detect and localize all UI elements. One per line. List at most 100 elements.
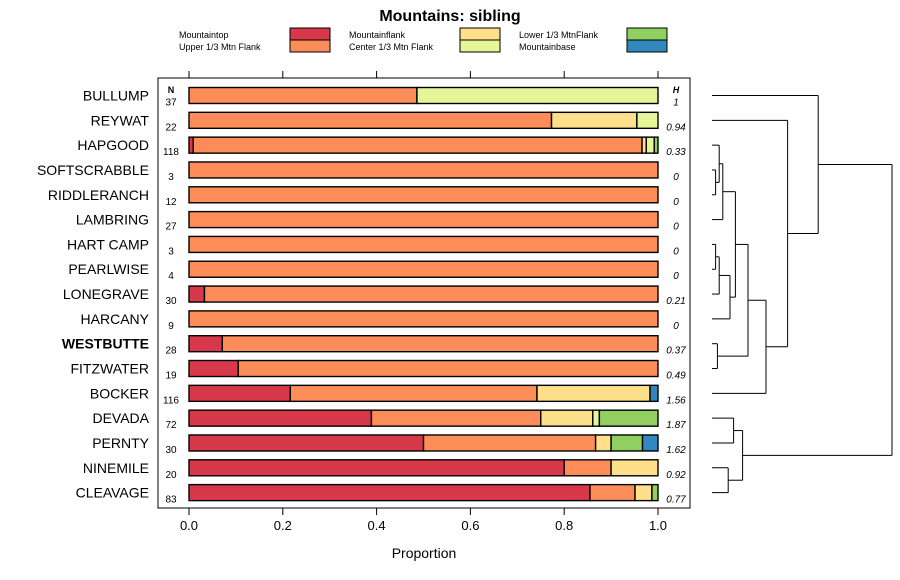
bar-segment: [221, 335, 659, 353]
n-value: 22: [165, 122, 177, 133]
x-tick-label: 0.4: [368, 518, 386, 533]
row-label: LAMBRING: [76, 212, 149, 228]
legend-label: Mountainflank: [349, 30, 406, 40]
dendrogram: [712, 95, 893, 494]
h-value: 1.62: [666, 445, 686, 456]
bar-segment: [188, 111, 553, 130]
row-labels: BULLUMP REYWAT HAPGOOD SOFTSCRABBLE RIDDLERA…: [37, 88, 150, 501]
n-value: 27: [165, 222, 177, 233]
x-tick-label: 0.6: [461, 518, 479, 533]
bars-group: [188, 86, 659, 502]
bar-segment: [188, 310, 659, 328]
h-value: 0.37: [666, 346, 686, 357]
bar-row: [188, 235, 659, 254]
n-value: 9: [168, 321, 174, 332]
legend-swatch: [459, 39, 501, 53]
bar-segment: [536, 384, 651, 403]
row-label: PERNTY: [92, 435, 149, 451]
bar-row: [188, 434, 659, 452]
row-label: BULLUMP: [83, 88, 149, 104]
n-value: 83: [165, 495, 177, 506]
legend-swatch: [626, 39, 668, 53]
bar-segment: [563, 459, 612, 477]
x-axis: 0.0 0.2 0.4 0.6 0.8 1.0: [180, 71, 667, 533]
bar-segment: [188, 483, 591, 502]
bar-segment: [550, 111, 638, 130]
row-label: LONEGRAVE: [63, 286, 149, 302]
legend: Mountaintop Upper 1/3 Mtn Flank Mountainfl…: [179, 27, 668, 53]
h-column-header: H: [673, 85, 680, 95]
n-value: 37: [165, 98, 177, 109]
h-value: 0.33: [666, 147, 686, 158]
h-value: 1.87: [666, 420, 686, 431]
bar-segment: [645, 136, 655, 154]
bar-segment: [188, 260, 659, 278]
h-value: 0.49: [666, 371, 686, 382]
n-value: 19: [165, 371, 177, 382]
bar-row: [188, 161, 659, 179]
h-value: 0: [673, 222, 679, 233]
bar-segment: [636, 111, 659, 130]
bar-segment: [540, 409, 594, 427]
bar-row: [188, 483, 659, 502]
bar-segment: [192, 136, 643, 154]
n-value: 12: [165, 197, 177, 208]
bar-segment: [598, 409, 659, 427]
bar-segment: [188, 86, 418, 105]
h-value: 0: [673, 172, 679, 183]
x-axis-label: Proportion: [392, 545, 457, 561]
row-label: HAPGOOD: [77, 137, 149, 153]
legend-label: Upper 1/3 Mtn Flank: [179, 42, 261, 52]
bar-row: [188, 310, 659, 328]
h-values: 1 0.94 0.33 0 0 0 0 0 0.21 0 0.37 0.49 1.56 1.87 1.62 0…: [666, 98, 686, 506]
bar-segment: [634, 483, 653, 502]
bar-segment: [610, 434, 644, 452]
h-value: 1.56: [666, 395, 686, 406]
n-value: 3: [168, 246, 174, 257]
n-column-header: N: [168, 85, 175, 95]
bar-segment: [237, 359, 659, 378]
bar-segment: [188, 235, 659, 254]
bar-segment: [289, 384, 538, 403]
bar-segment: [188, 285, 206, 303]
h-value: 0: [673, 246, 679, 257]
bar-segment: [188, 186, 659, 204]
legend-label: Mountainbase: [519, 42, 576, 52]
bar-segment: [188, 210, 659, 229]
bar-segment: [594, 434, 612, 452]
bar-segment: [188, 459, 565, 477]
n-value: 4: [168, 271, 174, 282]
legend-swatch: [289, 39, 331, 53]
bar-segment: [188, 335, 223, 353]
row-label: WESTBUTTE: [62, 336, 149, 352]
n-value: 30: [165, 445, 177, 456]
bar-segment: [653, 136, 659, 154]
h-value: 1: [673, 98, 679, 109]
row-label: DEVADA: [92, 410, 149, 426]
row-label: FITZWATER: [70, 361, 149, 377]
legend-label: Mountaintop: [179, 30, 229, 40]
legend-swatch: [289, 27, 331, 41]
h-value: 0.21: [666, 296, 685, 307]
row-label: NINEMILE: [83, 460, 149, 476]
row-label: RIDDLERANCH: [48, 187, 149, 203]
chart-title: Mountains: sibling: [379, 8, 520, 25]
bar-segment: [188, 409, 373, 427]
bar-row: [188, 111, 659, 130]
h-value: 0: [673, 271, 679, 282]
bar-row: [188, 136, 659, 154]
n-value: 28: [165, 346, 177, 357]
bar-segment: [188, 384, 292, 403]
bar-segment: [641, 434, 659, 452]
bar-row: [188, 186, 659, 204]
legend-swatch: [459, 27, 501, 41]
row-label: BOCKER: [90, 385, 149, 401]
row-label: REYWAT: [91, 112, 150, 128]
row-label: CLEAVAGE: [76, 485, 149, 501]
n-value: 116: [163, 395, 179, 406]
row-label: HART CAMP: [67, 236, 149, 252]
legend-label: Lower 1/3 MtnFlank: [519, 30, 599, 40]
h-value: 0: [673, 197, 679, 208]
h-value: 0.94: [666, 122, 686, 133]
bar-row: [188, 285, 659, 303]
